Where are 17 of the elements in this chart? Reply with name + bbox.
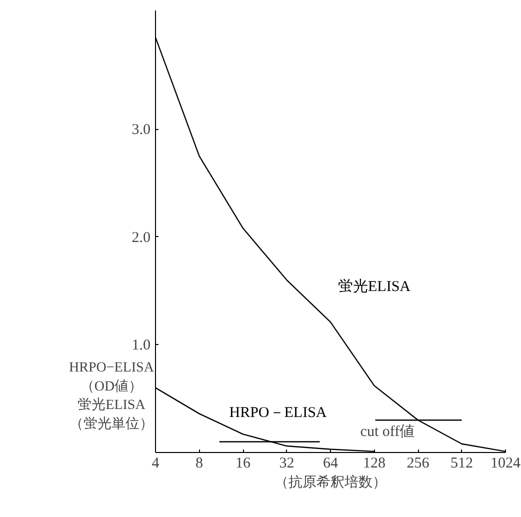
x-tick-label: 32 [279,456,294,472]
x-tick-label: 64 [323,456,338,472]
x-tick-label: 16 [236,456,251,472]
x-axis-title: （抗原希釈培数） [274,474,386,490]
x-tick-label: 128 [363,456,386,472]
series-label: 蛍光ELISA [338,278,411,296]
y-tick-label: 3.0 [132,122,150,138]
x-tick-label: 512 [450,456,473,472]
y-axis-title: HRPO−ELISA（OD値）蛍光ELISA（蛍光単位） [69,360,155,432]
x-tick-label: 1024 [490,456,521,472]
annotation: cut off値 [360,423,415,440]
y-tick-label: 2.0 [132,230,150,246]
x-tick-label: 4 [152,456,160,472]
y-tick-label: 1.0 [132,338,150,354]
series-label: HRPO－ELISA [229,405,327,422]
x-tick-label: 256 [406,456,430,472]
x-tick-label: 8 [196,456,203,472]
